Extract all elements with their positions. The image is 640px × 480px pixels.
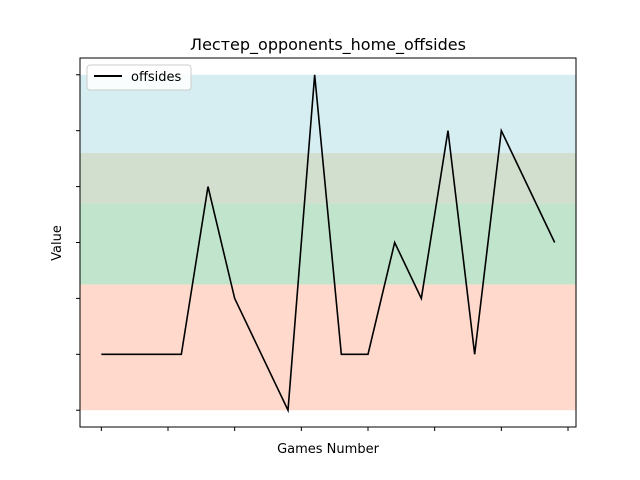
background-bands [79, 74, 577, 411]
legend: offsides [86, 64, 192, 91]
chart-title: Лестер_opponents_home_offsides [190, 35, 466, 55]
y-axis-ticks [76, 74, 80, 411]
legend-label-offsides: offsides [131, 70, 182, 85]
band-0 [79, 284, 577, 411]
y-axis-label: Value [50, 225, 65, 261]
series-layer [101, 74, 556, 414]
x-axis-label: Games Number [277, 442, 379, 457]
x-axis-ticks [100, 427, 569, 431]
series-line-offsides [101, 74, 556, 414]
band-2 [79, 153, 577, 204]
legend-box [86, 64, 192, 91]
